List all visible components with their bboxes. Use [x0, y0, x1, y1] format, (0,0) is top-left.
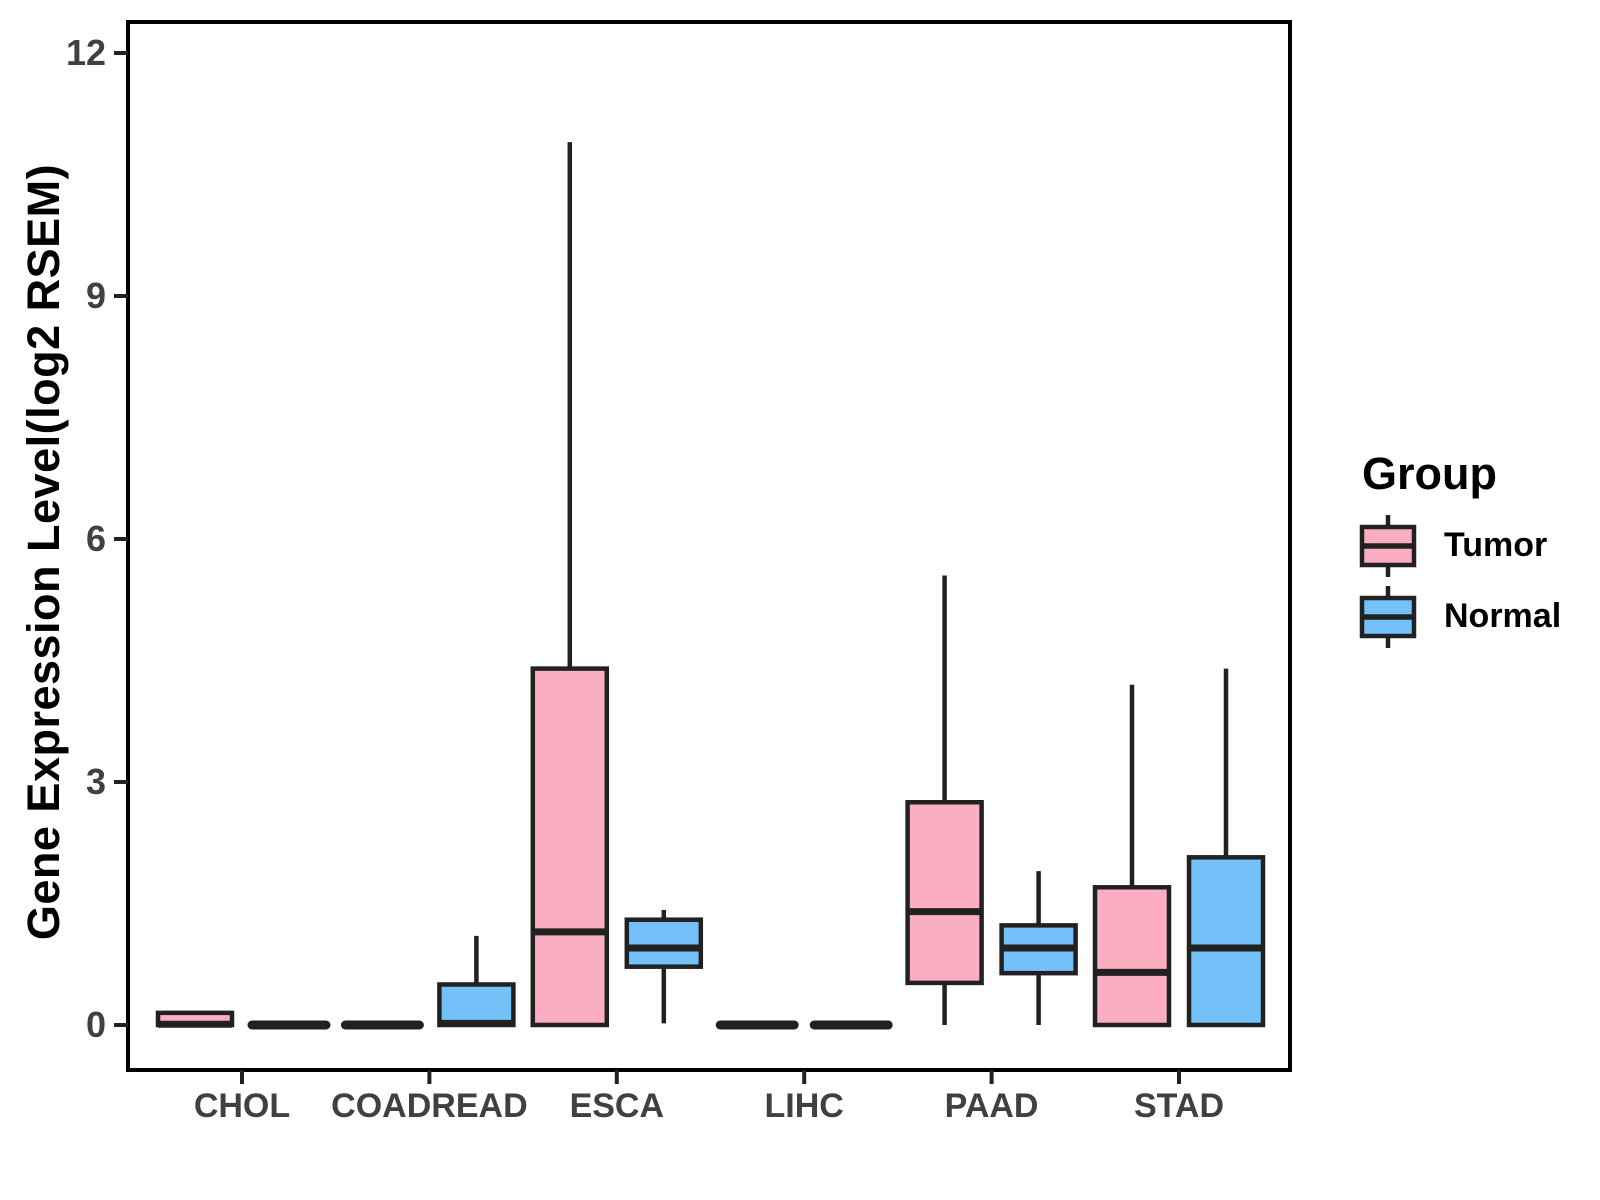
legend-title: Group — [1362, 448, 1497, 499]
y-tick-label-3: 3 — [86, 761, 106, 802]
y-tick-label-12: 12 — [66, 32, 106, 73]
legend-key-label-normal: Normal — [1444, 597, 1562, 635]
y-tick-label-9: 9 — [86, 275, 106, 316]
x-axis-label-STAD: STAD — [1134, 1087, 1224, 1125]
x-axis-label-ESCA: ESCA — [570, 1087, 664, 1125]
box-normal-coadread — [437, 982, 516, 1028]
x-axis-label-PAAD: PAAD — [945, 1087, 1039, 1125]
x-axis-label-LIHC: LIHC — [765, 1087, 844, 1125]
legend-boxplot-icon-tumor — [1359, 514, 1417, 577]
legend-boxplot-icon-normal — [1359, 585, 1417, 648]
legend: Group Tumor Normal — [1358, 448, 1561, 652]
y-tick-label-6: 6 — [86, 518, 106, 559]
legend-key-label-tumor: Tumor — [1444, 526, 1548, 564]
y-tick-label-0: 0 — [86, 1004, 106, 1045]
box-normal-stad — [1186, 855, 1266, 1028]
box-tumor-paad — [905, 800, 984, 986]
x-axis-label-CHOL: CHOL — [194, 1087, 290, 1125]
box-normal-esca — [624, 917, 704, 969]
x-axis-label-COADREAD: COADREAD — [331, 1087, 527, 1125]
legend-key-normal: Normal — [1358, 581, 1561, 652]
legend-keys: Tumor Normal — [1358, 510, 1561, 652]
box-tumor-stad — [1092, 885, 1172, 1028]
box-tumor-esca — [530, 666, 610, 1028]
y-axis-title: Gene Expression Level(log2 RSEM) — [18, 163, 69, 941]
legend-key-tumor: Tumor — [1358, 510, 1561, 581]
